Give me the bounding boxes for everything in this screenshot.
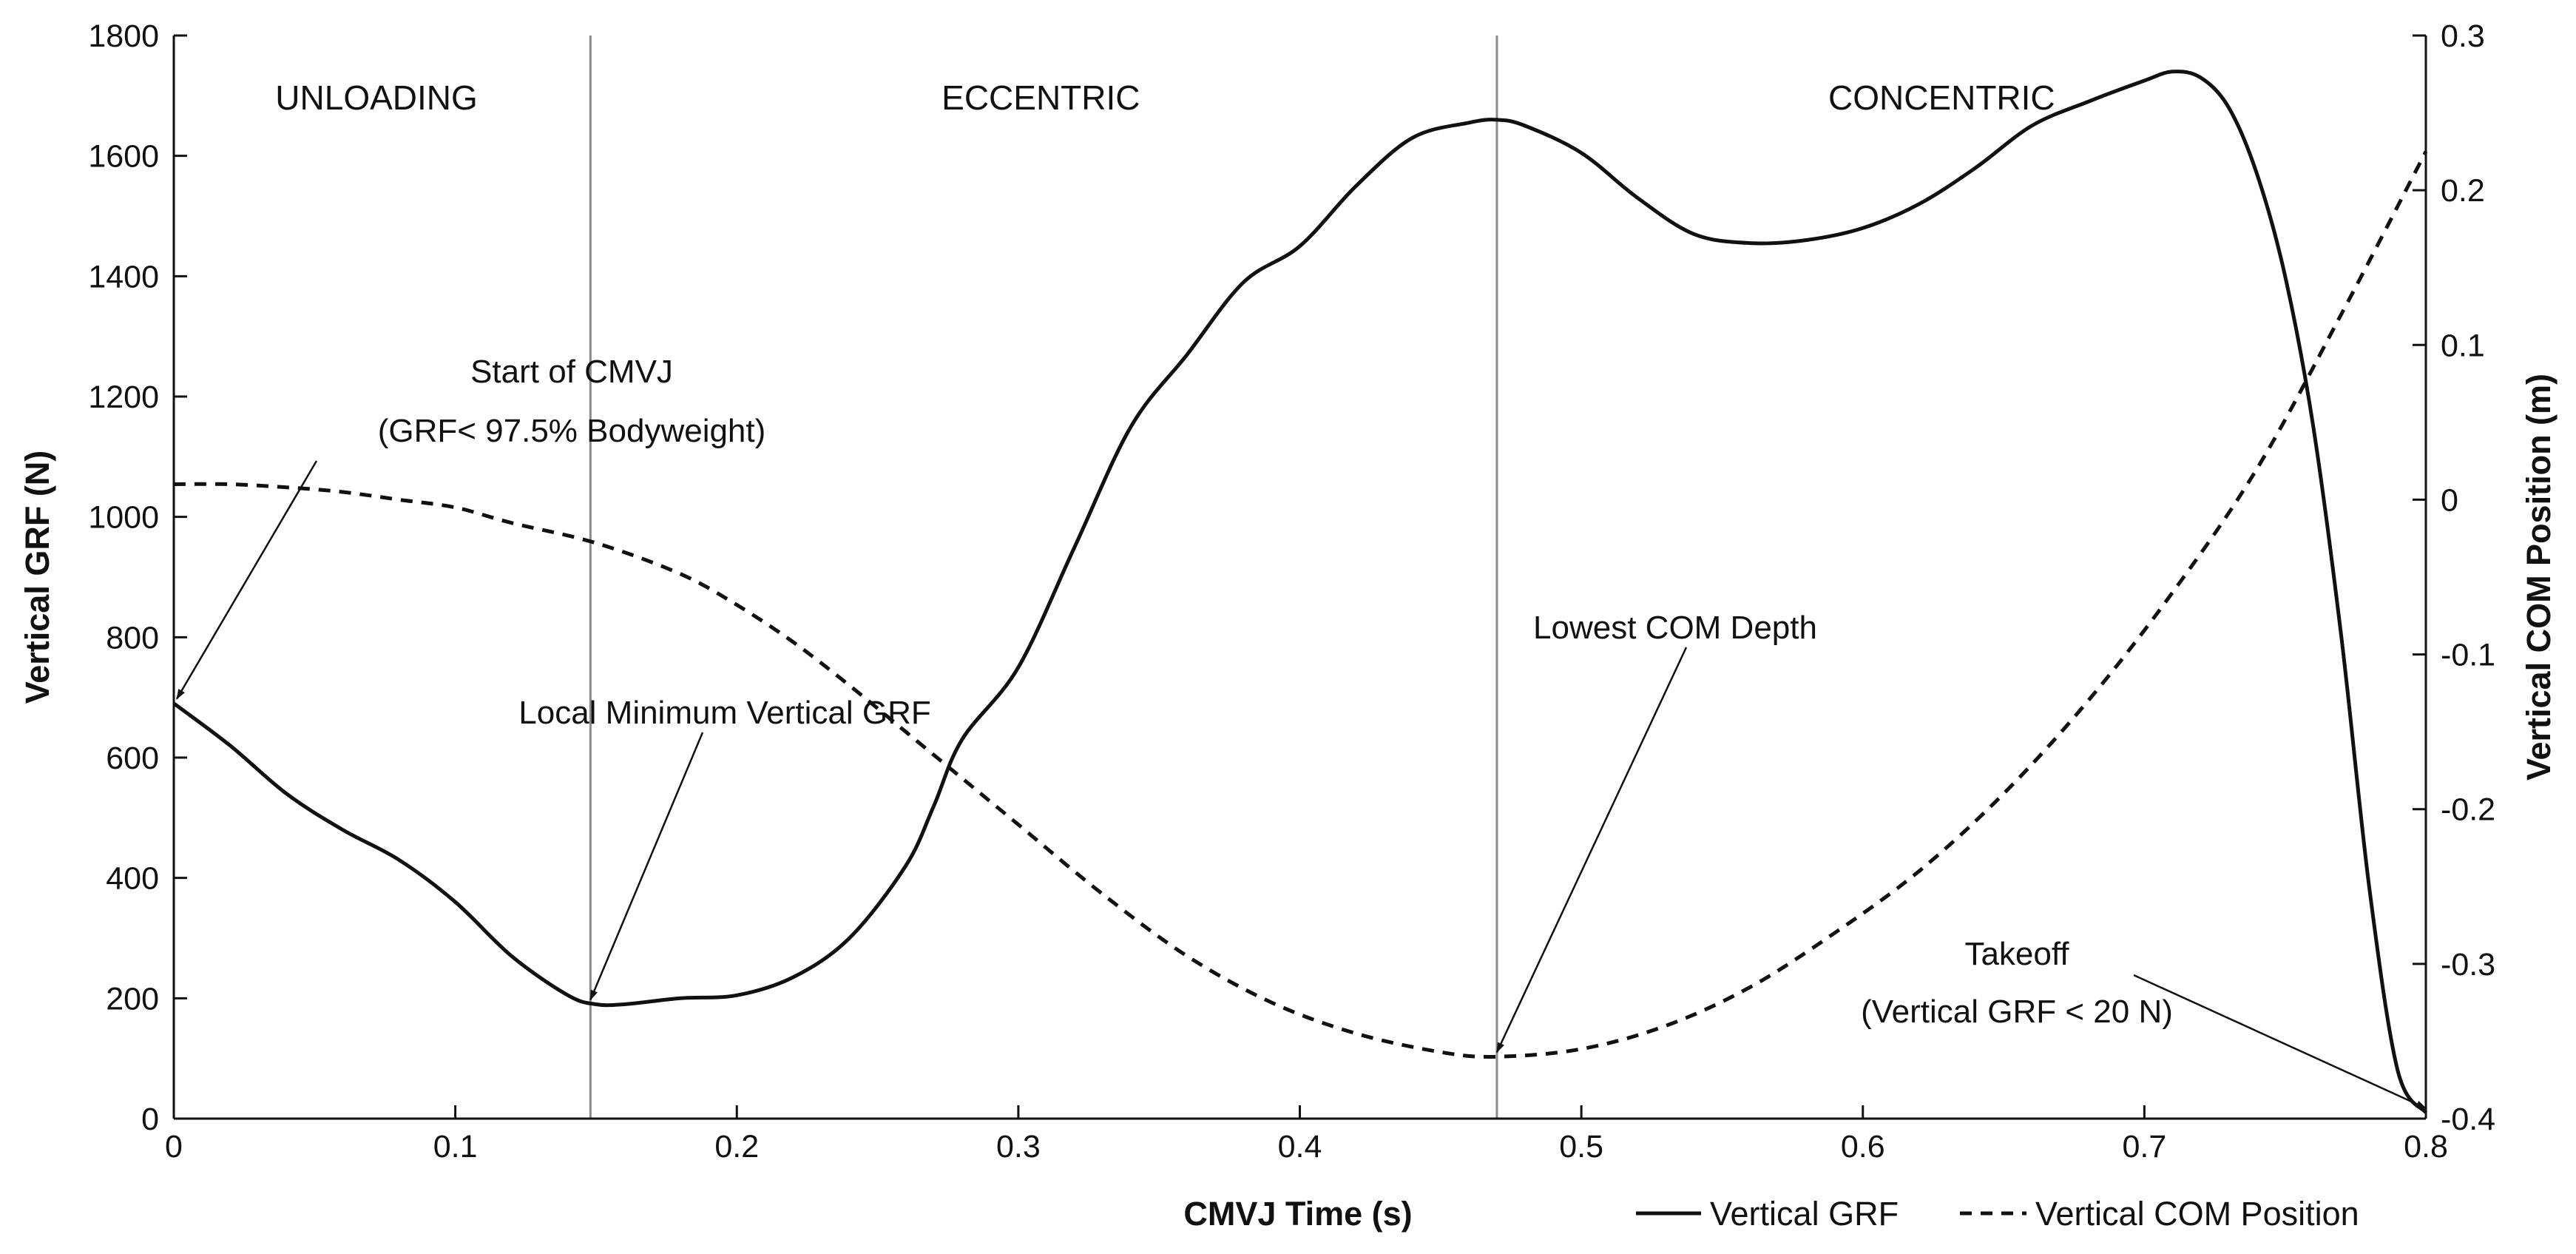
x-tick-label: 0.7 — [2122, 1129, 2166, 1164]
annotation-text: Lowest COM Depth — [1533, 610, 1817, 646]
x-tick-label: 0.5 — [1559, 1129, 1603, 1164]
y-left-tick-label: 800 — [106, 620, 159, 655]
x-tick-label: 0.6 — [1841, 1129, 1885, 1164]
y-left-tick-label: 400 — [106, 861, 159, 897]
phase-label: ECCENTRIC — [942, 78, 1140, 117]
legend-com-label: Vertical COM Position — [2035, 1195, 2359, 1233]
com-position-line — [173, 150, 2428, 1059]
annotation-text: Start of CMVJ — [470, 354, 673, 390]
y-right-tick-label: 0.3 — [2441, 18, 2485, 54]
x-tick-label: 0.1 — [433, 1129, 478, 1164]
x-tick-label: 0.3 — [996, 1129, 1041, 1164]
annotation-text: (Vertical GRF < 20 N) — [1861, 994, 2173, 1030]
y-right-tick-label: 0.1 — [2441, 328, 2485, 363]
x-tick-label: 0.8 — [2404, 1129, 2448, 1164]
x-axis-title: CMVJ Time (s) — [1183, 1195, 1412, 1233]
phase-label: UNLOADING — [275, 78, 477, 117]
x-tick-label: 0.2 — [714, 1129, 759, 1164]
annotation-arrow — [589, 732, 704, 1001]
y-right-tick-label: -0.4 — [2441, 1102, 2495, 1137]
y-left-tick-label: 200 — [106, 981, 159, 1017]
annotation-arrow — [1495, 647, 1688, 1054]
y-left-tick-label: 1000 — [88, 500, 159, 536]
annotation-arrow — [2133, 974, 2427, 1110]
y-left-tick-label: 1800 — [88, 18, 159, 54]
legend-grf-label: Vertical GRF — [1710, 1195, 1899, 1233]
x-tick-label: 0 — [165, 1129, 183, 1164]
y-right-tick-label: 0 — [2441, 482, 2458, 518]
x-tick-label: 0.4 — [1278, 1129, 1322, 1164]
annotation-text: Takeoff — [1964, 936, 2069, 972]
y-left-tick-label: 1200 — [88, 380, 159, 415]
annotation-text: (GRF< 97.5% Bodyweight) — [378, 413, 766, 449]
y-right-tick-label: -0.1 — [2441, 638, 2495, 673]
y-left-tick-label: 0 — [141, 1102, 159, 1137]
y-left-tick-label: 600 — [106, 741, 159, 776]
y-right-axis-title: Vertical COM Position (m) — [2520, 374, 2558, 781]
y-left-axis-title: Vertical GRF (N) — [18, 451, 56, 704]
y-right-tick-label: -0.3 — [2441, 947, 2495, 982]
y-left-tick-label: 1400 — [88, 259, 159, 294]
annotation-text: Local Minimum Vertical GRF — [518, 695, 930, 731]
grf-line — [172, 70, 2428, 1114]
phase-label: CONCENTRIC — [1828, 78, 2055, 117]
annotation-arrow — [175, 460, 318, 700]
y-left-tick-label: 1600 — [88, 139, 159, 175]
y-right-tick-label: 0.2 — [2441, 173, 2485, 209]
y-right-tick-label: -0.2 — [2441, 792, 2495, 828]
